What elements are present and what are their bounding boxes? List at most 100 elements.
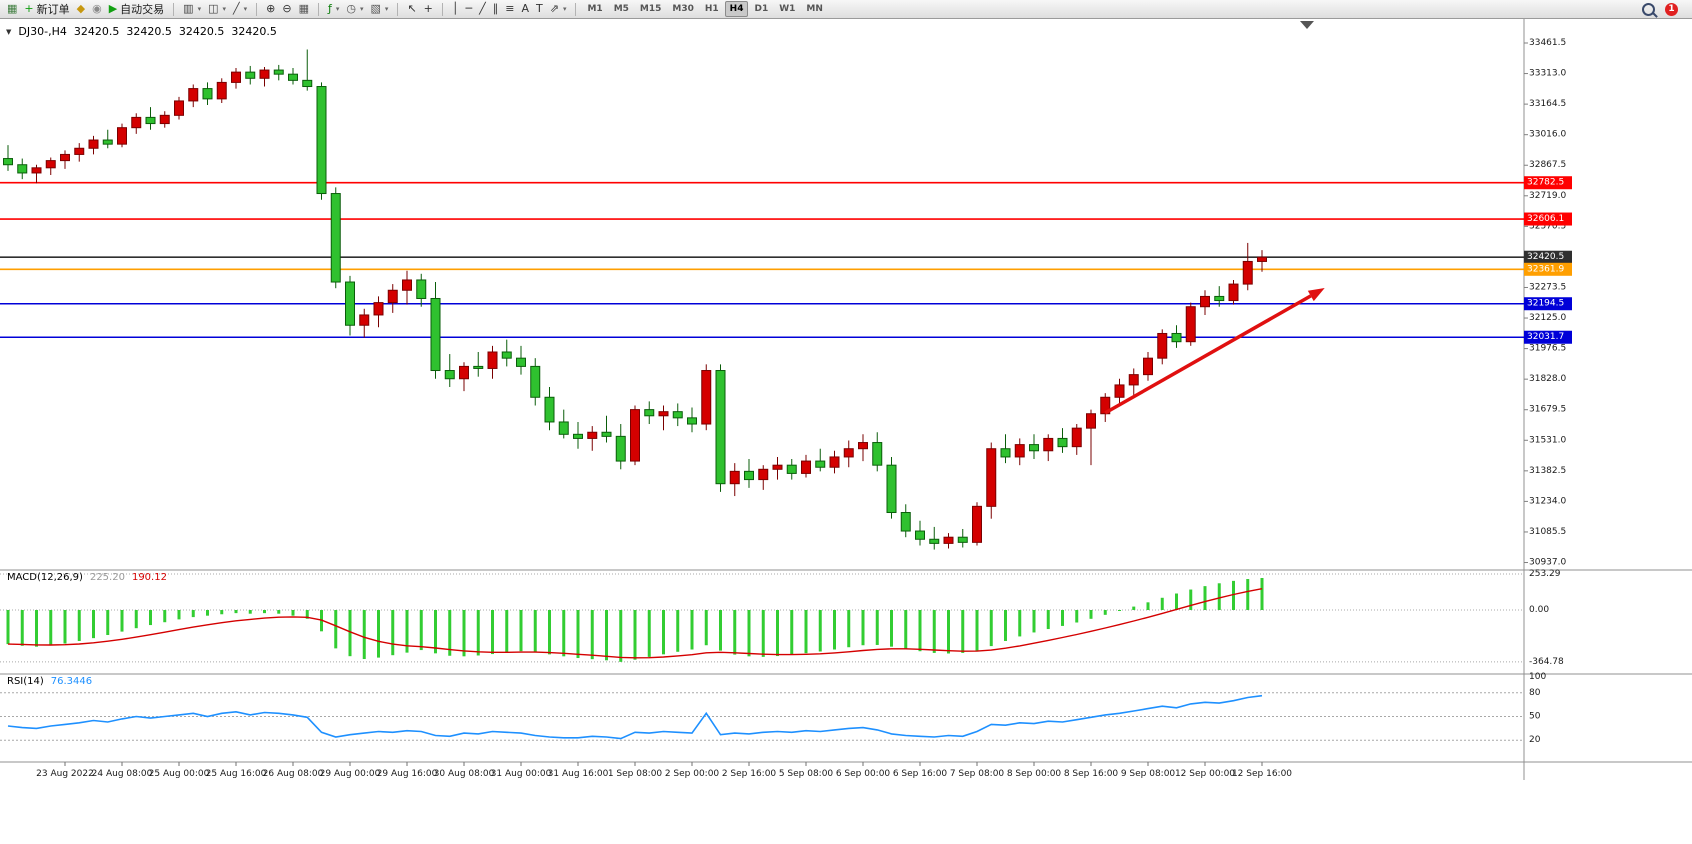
candle-body [17, 164, 28, 174]
broadcast-icon[interactable]: ◉ [89, 1, 105, 17]
ohlc-close: 32420.5 [231, 25, 277, 38]
time-axis-label: 2 Sep 00:00 [665, 769, 720, 779]
timeframe-m15[interactable]: M15 [635, 1, 666, 17]
macd-histogram-bar [234, 610, 238, 614]
timeframe-h1[interactable]: H1 [700, 1, 724, 17]
candlestick-chart-icon[interactable]: ◫ ▾ [205, 1, 229, 17]
channel-icon[interactable]: ∥ [490, 1, 502, 17]
autotrading-button[interactable]: ▶ 自动交易 [106, 1, 167, 17]
ohlc-high: 32420.5 [126, 25, 172, 38]
macd-histogram-bar [505, 610, 509, 653]
timeframe-m5[interactable]: M5 [609, 1, 634, 17]
templates-icon[interactable]: ▧ ▾ [368, 1, 392, 17]
indicators-icon[interactable]: ƒ ▾ [325, 1, 342, 17]
zoom-in-icon[interactable]: ⊕ [263, 1, 278, 17]
line-chart-icon[interactable]: ╱ ▾ [230, 1, 250, 17]
cursor-icon[interactable]: ↖ [404, 1, 419, 17]
timeframe-h4-label: H4 [729, 4, 744, 14]
timeframe-d1[interactable]: D1 [749, 1, 773, 17]
macd-histogram-bar [177, 610, 181, 620]
trend-arrow-annotation[interactable] [1104, 294, 1312, 415]
arrows-icon[interactable]: ⇗ ▾ [547, 1, 570, 17]
price-axis-label: 33461.5 [1529, 38, 1566, 48]
candle-body [587, 431, 598, 439]
timeframe-w1[interactable]: W1 [774, 1, 800, 17]
text-icon[interactable]: A [518, 1, 532, 17]
macd-histogram-bar [1232, 580, 1235, 610]
macd-histogram-bar [633, 610, 637, 660]
macd-histogram-bar [1004, 610, 1007, 641]
macd-histogram-bar [491, 610, 494, 655]
macd-histogram-bar [163, 610, 167, 623]
macd-histogram-bar [1132, 606, 1136, 610]
candle-body [330, 193, 341, 283]
fibonacci-icon[interactable]: ≡ [502, 1, 517, 17]
trendline-icon[interactable]: ╱ [476, 1, 489, 17]
macd-histogram-bar [77, 610, 81, 641]
zoom-in-icon-glyph: ⊕ [266, 2, 276, 15]
periods-icon[interactable]: ◷ ▾ [343, 1, 366, 17]
new-order-button[interactable]: + 新订单 [21, 1, 72, 17]
toolbar-separator [256, 2, 258, 16]
macd-histogram-bar [419, 610, 423, 651]
arrows-icon-glyph: ⇗ [549, 2, 559, 15]
candle-body [1000, 448, 1011, 458]
bar-chart-icon-glyph: ▥ [183, 2, 194, 15]
symbol-period-label: DJ30-,H4 [18, 25, 67, 38]
notification-badge[interactable]: 1 [1665, 2, 1678, 16]
candle-body [601, 431, 612, 437]
tile-windows-icon[interactable]: ▦ [296, 1, 312, 17]
zoom-out-icon[interactable]: ⊖ [279, 1, 294, 17]
label-icon[interactable]: T [533, 1, 546, 17]
candle-body [558, 421, 569, 435]
toolbar-right-group: 1 [1642, 2, 1688, 16]
price-axis-label: 33164.5 [1529, 99, 1566, 109]
candle-body [573, 433, 583, 439]
time-axis-label: 31 Aug 16:00 [548, 769, 609, 779]
line-chart-icon-caret: ▾ [243, 5, 248, 13]
macd-histogram-bar [647, 610, 651, 657]
rsi-axis-label: 100 [1529, 672, 1546, 682]
candle-body [1171, 332, 1182, 343]
price-axis-label: 30937.0 [1529, 558, 1566, 568]
macd-histogram-bar [704, 610, 708, 646]
price-scale[interactable] [1524, 18, 1692, 780]
candle-body [1257, 256, 1267, 262]
macd-histogram-bar [733, 610, 737, 655]
candle-body [972, 505, 982, 543]
metaeditor-icon[interactable]: ◆ [74, 1, 88, 17]
macd-axis-label: 0.00 [1529, 605, 1549, 615]
timeframe-mn[interactable]: MN [801, 1, 828, 17]
macd-header: MACD(12,26,9) 225.20 190.12 [7, 572, 167, 583]
candle-body [1200, 295, 1210, 308]
candle-body [886, 464, 897, 514]
trend-arrow-head[interactable] [1307, 287, 1325, 302]
candle-body [672, 411, 683, 419]
time-axis-label: 9 Sep 08:00 [1121, 769, 1176, 779]
timeframe-h4[interactable]: H4 [724, 1, 749, 17]
macd-histogram-bar [1175, 593, 1178, 610]
vertical-line-icon[interactable]: │ [449, 1, 462, 17]
chart-dropdown-icon[interactable]: ▼ [6, 27, 12, 36]
bar-chart-icon[interactable]: ▥ ▾ [180, 1, 204, 17]
macd-histogram-bar [1146, 602, 1150, 610]
time-scale[interactable] [0, 762, 1524, 780]
chart-shift-marker-icon[interactable] [1300, 21, 1314, 29]
price-badge [1524, 330, 1572, 344]
horizontal-line-icon[interactable]: ─ [463, 1, 476, 17]
candle-body [615, 435, 626, 462]
candle-body [758, 468, 769, 481]
candle-body [829, 456, 840, 468]
new-chart-icon[interactable]: ▦ [4, 1, 20, 17]
candle-body [644, 409, 655, 417]
timeframe-m1[interactable]: M1 [582, 1, 607, 17]
timeframe-m30[interactable]: M30 [667, 1, 698, 17]
toolbar-separator [173, 2, 175, 16]
search-icon[interactable] [1642, 2, 1655, 16]
crosshair-icon[interactable]: + [421, 1, 436, 17]
candle-body [302, 79, 313, 88]
broadcast-icon-glyph: ◉ [92, 2, 102, 15]
macd-histogram-bar [975, 610, 979, 651]
price-axis-label: 32125.0 [1529, 313, 1566, 323]
label-icon-glyph: T [536, 2, 543, 15]
